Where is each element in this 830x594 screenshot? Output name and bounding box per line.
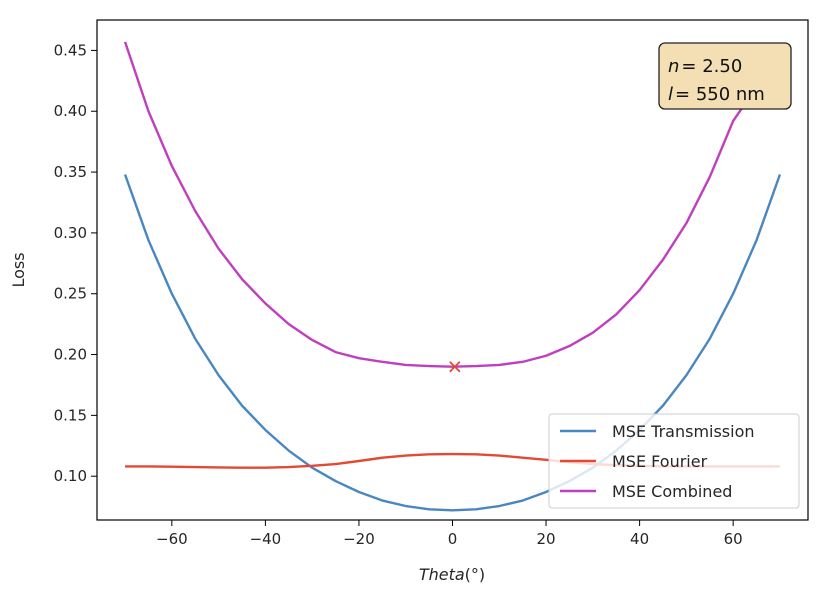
- y-tick-label-7: 0.45: [54, 41, 87, 59]
- legend-label-0: MSE Transmission: [612, 422, 755, 441]
- x-axis-label-var: Theta: [419, 565, 465, 584]
- y-tick-label-1: 0.15: [54, 406, 87, 424]
- x-ticks: −60 −40 −20 0 20 40 60: [156, 520, 743, 548]
- y-tick-label-6: 0.40: [54, 102, 87, 120]
- x-axis-label-unit: (°): [465, 565, 485, 584]
- y-axis-label: Loss: [9, 252, 28, 287]
- x-tick-label-4: 20: [537, 530, 556, 548]
- y-tick-label-3: 0.25: [54, 285, 87, 303]
- x-axis-label: Theta(°): [419, 565, 485, 584]
- annotation-l: l = 550 nm: [668, 84, 765, 105]
- legend-label-1: MSE Fourier: [612, 452, 708, 471]
- legend-label-2: MSE Combined: [612, 482, 732, 501]
- x-tick-label-5: 40: [630, 530, 649, 548]
- series-line-0: [123, 174, 782, 512]
- annotation-box: n = 2.50 l = 550 nm: [658, 42, 792, 110]
- minimum-marker: [449, 361, 461, 373]
- x-tick-label-1: −40: [250, 530, 282, 548]
- y-tick-label-5: 0.35: [54, 163, 87, 181]
- annotation-background: [658, 42, 792, 110]
- x-tick-label-6: 60: [724, 530, 743, 548]
- legend-frame: [548, 413, 800, 509]
- x-tick-label-3: 0: [448, 530, 458, 548]
- series-line-2: [123, 41, 781, 368]
- x-tick-label-2: −20: [343, 530, 375, 548]
- legend: MSE Transmission MSE Fourier MSE Combined: [548, 413, 800, 509]
- y-ticks: 0.10 0.15 0.20 0.25 0.30 0.35 0.40 0.45: [54, 41, 97, 485]
- annotation-n: n = 2.50: [668, 56, 742, 77]
- marker-layer: [449, 361, 461, 373]
- y-tick-label-0: 0.10: [54, 467, 87, 485]
- y-tick-label-4: 0.30: [54, 224, 87, 242]
- x-tick-label-0: −60: [156, 530, 188, 548]
- y-tick-label-2: 0.20: [54, 346, 87, 364]
